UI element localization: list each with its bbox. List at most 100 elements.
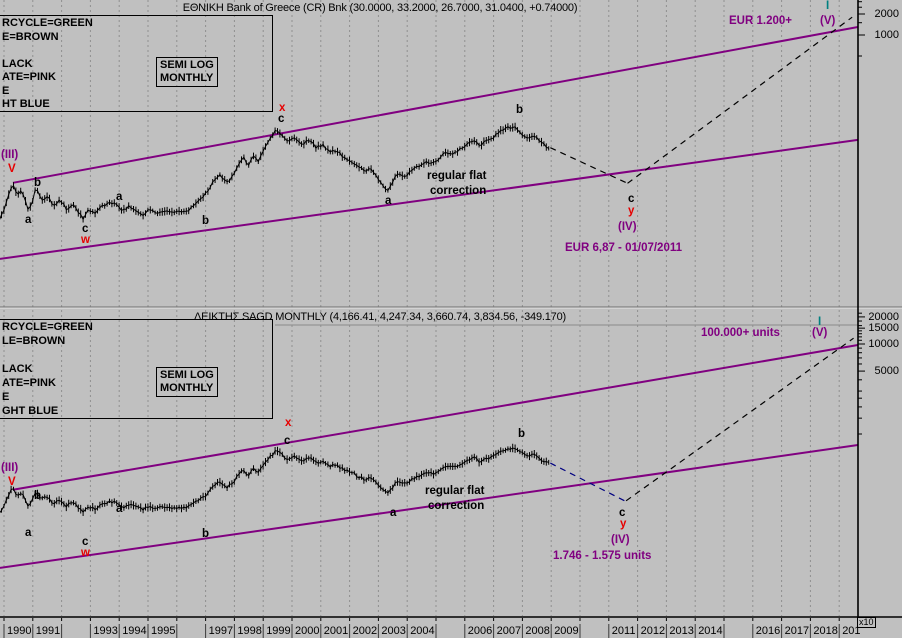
x-axis-year-label: 2001 [323, 625, 349, 637]
legend-line: RCYCLE=GREEN [2, 321, 93, 333]
x-axis-year-label: 2003 [381, 625, 406, 637]
wave-label: regular flat [425, 485, 485, 497]
y-axis-tick-label: 20000 [868, 310, 899, 323]
y-axis-tick-label: 1000 [874, 29, 899, 41]
x-axis-year-label: 1997 [208, 625, 234, 637]
scale-mode-line: MONTHLY [160, 382, 214, 394]
x-axis-year-label: 1994 [122, 625, 147, 637]
wave-label: correction [430, 185, 487, 197]
x-axis-year-label: 2000 [295, 625, 320, 637]
legend-line [0, 349, 272, 363]
wave-label: a [116, 191, 123, 203]
wave-label: c [278, 113, 285, 125]
wave-label: correction [428, 500, 485, 512]
y-axis-tick-label: 2000 [874, 7, 899, 20]
wave-label: a [25, 214, 32, 226]
x-axis-year-label: 2017 [784, 625, 810, 637]
x-axis-year-label: 2008 [525, 625, 550, 637]
wave-label: V [8, 163, 16, 175]
legend-line: E [2, 84, 10, 97]
wave-label: (IV) [611, 534, 630, 546]
y-axis-tick-label: 15000 [868, 322, 899, 335]
wave-label: c [82, 223, 89, 235]
wave-label: (V) [812, 327, 828, 339]
wave-label: w [81, 234, 90, 246]
legend-line: LACK [2, 57, 33, 70]
wave-label: b [34, 490, 42, 502]
wave-label: EUR 6,87 - 01/07/2011 [565, 242, 682, 254]
x-axis-year-label: 2011 [611, 625, 636, 637]
wave-label: c [619, 507, 626, 519]
x-axis-year-label: 2012 [640, 625, 666, 637]
wave-label: (III) [1, 462, 19, 474]
x-axis-year-label: 2007 [496, 625, 522, 637]
x-axis-year-label: 1999 [266, 625, 291, 637]
bottom-chart-title: ΔEIKTHΣ SAGD MONTHLY (4,166.41, 4,247.34… [194, 311, 566, 323]
wave-label: I [818, 316, 822, 328]
scale-mode-line: MONTHLY [160, 72, 214, 84]
x-axis-year-label: 2013 [669, 625, 694, 637]
y-axis-tick-label: 5000 [874, 365, 899, 378]
wave-label: c [628, 193, 635, 205]
wave-label: x [285, 417, 292, 429]
wave-label: (V) [820, 15, 836, 27]
legend-line: ATE=PINK [2, 377, 56, 389]
top-chart-pane[interactable] [0, 16, 858, 260]
wave-label: x [279, 102, 286, 114]
y-axis-tick-label: 10000 [868, 338, 899, 350]
legend-line [0, 44, 272, 58]
scale-mode-box-top: SEMI LOG MONTHLY [156, 57, 218, 87]
wave-label: a [390, 507, 397, 519]
x-axis-year-label: 1991 [35, 625, 61, 637]
legend-line: RCYCLE=GREEN [2, 17, 93, 29]
wave-label: EUR 1.200+ [729, 15, 792, 27]
x-axis-year-label: 1995 [151, 625, 176, 637]
legend-line: LE=BROWN [2, 335, 66, 347]
top-chart-title: EΘNIKH Bank of Greece (CR) Bnk (30.0000,… [182, 2, 578, 14]
wave-label: y [628, 205, 635, 217]
wave-label: (IV) [618, 221, 637, 233]
x-axis-year-label: 1990 [7, 625, 32, 637]
wave-label: V [8, 476, 16, 488]
x-axis-year-label: 2009 [554, 625, 579, 637]
wave-label: b [202, 215, 210, 227]
axis-multiplier-badge: x10 [857, 617, 876, 628]
wave-label: w [81, 547, 90, 559]
x-axis-year-label: 201 [842, 625, 861, 637]
legend-line: GHT BLUE [2, 405, 59, 417]
x-axis-year-label: 2004 [410, 625, 435, 637]
legend-line: LACK [2, 363, 33, 375]
scale-mode-line: SEMI LOG [160, 369, 214, 381]
wave-degree-legend-bottom: RCYCLE=GREEN LE=BROWN LACK ATE=PINK E GH… [0, 319, 273, 419]
wave-label: c [284, 435, 291, 447]
bottom-chart-pane[interactable] [0, 337, 858, 569]
wave-label: (III) [1, 149, 19, 161]
wave-label: regular flat [427, 170, 487, 182]
scale-mode-line: SEMI LOG [160, 59, 214, 71]
wave-label: b [34, 177, 42, 189]
wave-label: y [620, 518, 627, 530]
wave-label: b [202, 528, 210, 540]
x-axis-year-label: 2006 [467, 625, 493, 637]
legend-line: HT BLUE [2, 98, 50, 110]
wave-label: b [516, 104, 524, 116]
x-axis-year-label: 2002 [352, 625, 378, 637]
x-axis-year-label: 2016 [755, 625, 781, 637]
x-axis-year-label: 2018 [813, 625, 838, 637]
wave-label: I [826, 0, 830, 12]
wave-label: c [82, 536, 89, 548]
legend-line: E [2, 391, 10, 403]
wave-label: a [25, 527, 32, 539]
legend-line: E=BROWN [2, 30, 59, 43]
wave-degree-legend-top: RCYCLE=GREEN E=BROWN LACK ATE=PINK E HT … [0, 15, 273, 112]
wave-label: a [116, 503, 123, 515]
wave-label: 1.746 - 1.575 units [553, 550, 652, 562]
x-axis-year-label: 1998 [237, 625, 262, 637]
wave-label: a [385, 195, 392, 207]
legend-line: ATE=PINK [2, 71, 56, 83]
wave-label: b [518, 428, 526, 440]
scale-mode-box-bottom: SEMI LOG MONTHLY [156, 367, 218, 397]
x-axis-year-label: 1993 [93, 625, 118, 637]
